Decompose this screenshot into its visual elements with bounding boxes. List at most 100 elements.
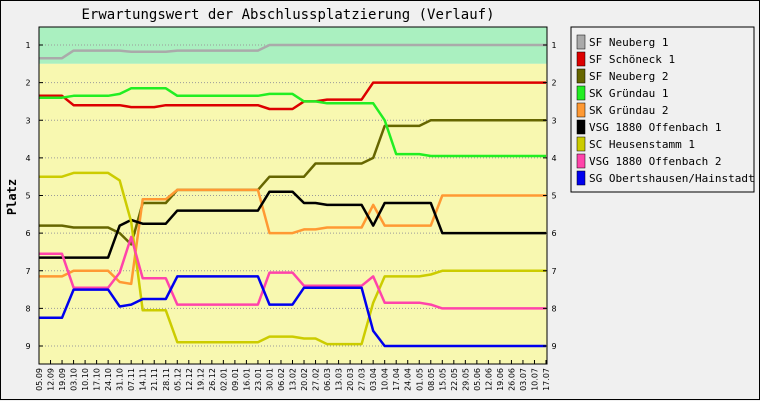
x-tick-label: 31.10 [116,368,125,391]
x-tick-label: 01.05 [415,368,424,391]
y-ticks-right: 1 2 3 4 5 6 7 8 9 [543,41,557,351]
legend-label-0: SF Neuberg 1 [589,36,668,49]
x-tick-label: 24.04 [404,368,413,391]
legend-swatch-8 [576,170,586,186]
y-tick-label-left: 2 [25,79,30,88]
legend-box [570,26,755,193]
legend-swatch-3 [576,85,586,101]
x-tick-label: 19.09 [58,368,67,391]
x-tick-label: 10.04 [381,368,390,391]
y-tick-label-right: 5 [551,192,556,201]
series-line-5 [39,190,546,259]
y-tick-label-left: 7 [25,267,30,276]
x-tick-label: 06.03 [323,368,332,391]
x-tick-label: 05.12 [173,368,182,391]
chart-title: Erwartungswert der Abschlussplatzierung … [81,7,494,23]
x-tick-label: 19.12 [196,368,205,391]
x-tick-label: 21.11 [150,368,159,391]
x-tick-label: 19.06 [496,368,505,391]
y-tick-label-right: 4 [551,154,556,163]
x-tick-label: 03.04 [369,368,378,391]
x-tick-label: 27.03 [358,368,367,391]
x-tick-label: 17.07 [542,368,551,391]
x-tick-label: 05.06 [473,368,482,391]
y-axis-label: Platz [5,179,19,215]
x-tick-label: 23.01 [254,368,263,391]
x-tick-label: 06.02 [277,368,286,391]
series-line-8 [39,275,546,348]
legend-label-2: SF Neuberg 2 [589,70,668,83]
x-tick-label: 26.12 [208,368,217,391]
x-tick-label: 27.02 [312,368,321,391]
plot-bands [39,27,547,364]
x-tick-label: 03.10 [70,368,79,391]
x-tick-label: 05.09 [35,368,44,391]
x-tick-label: 22.05 [450,368,459,391]
y-ticks-left: 1 2 3 4 5 6 7 8 9 [25,41,43,351]
y-tick-label-right: 7 [551,267,556,276]
x-tick-label: 12.09 [47,368,56,391]
y-tick-label-left: 5 [25,192,30,201]
series-line-3 [39,87,546,158]
x-tick-label: 02.01 [219,368,228,391]
series-line-2 [39,119,546,246]
legend-swatch-2 [576,68,586,84]
legend-label-6: SC Heusenstamm 1 [589,138,695,151]
y-tick-label-right: 3 [551,116,556,125]
legend-swatch-4 [576,102,586,118]
x-tick-label: 09.01 [231,368,240,391]
legend-label-4: SK Gründau 2 [589,104,668,117]
legend-label-3: SK Gründau 1 [589,87,668,100]
y-tick-label-left: 9 [25,342,30,351]
series-line-1 [39,81,546,111]
y-tick-label-left: 1 [25,41,30,50]
y-tick-label-right: 1 [551,41,556,50]
x-tick-label: 20.03 [346,368,355,391]
legend-swatch-7 [576,153,586,169]
y-tick-label-right: 2 [551,79,556,88]
x-tick-label: 20.02 [300,368,309,391]
x-tick-label: 26.06 [507,368,516,391]
y-tick-label-right: 8 [551,304,556,313]
x-tick-label: 15.05 [438,368,447,391]
series-line-7 [39,235,546,310]
x-tick-label: 28.11 [162,368,171,391]
x-tick-label: 10.07 [530,368,539,391]
legend-label-5: VSG 1880 Offenbach 1 [589,121,721,134]
plot-series [39,43,546,348]
legend-swatch-1 [576,51,586,67]
x-tick-label: 24.10 [104,368,113,391]
series-line-4 [39,188,546,286]
x-tick-label: 29.05 [461,368,470,391]
y-tick-label-left: 4 [25,154,30,163]
legend-swatch-5 [576,119,586,135]
y-tick-label-right: 6 [551,229,556,238]
x-tick-label: 13.02 [289,368,298,391]
x-tick-label: 17.10 [93,368,102,391]
x-tick-label: 30.01 [265,368,274,391]
x-tick-label: 16.01 [242,368,251,391]
x-tick-label: 12.12 [185,368,194,391]
x-tick-label: 14.11 [139,368,148,391]
x-ticks: 05.09 12.09 19.09 03.10 10.10 17.10 24.10 31.10… [35,360,551,391]
x-tick-label: 03.07 [519,368,528,391]
x-tick-label: 07.11 [127,368,136,391]
legend-label-8: SG Obertshausen/Hainstadt 1 [589,172,760,185]
x-tick-label: 10.10 [81,368,90,391]
x-tick-label: 17.04 [392,368,401,391]
band-1 [39,63,547,364]
y-tick-label-right: 9 [551,342,556,351]
y-tick-label-left: 8 [25,304,30,313]
legend: SF Neuberg 1 SF Schöneck 1 SF Neuberg 2 SK … [570,26,760,193]
series-line-6 [39,171,546,346]
x-tick-label: 13.03 [335,368,344,391]
y-tick-label-left: 6 [25,229,30,238]
x-tick-label: 08.05 [427,368,436,391]
legend-swatch-0 [576,34,586,50]
legend-label-1: SF Schöneck 1 [589,53,675,66]
legend-swatch-6 [576,136,586,152]
x-tick-label: 12.06 [484,368,493,391]
y-tick-label-left: 3 [25,116,30,125]
